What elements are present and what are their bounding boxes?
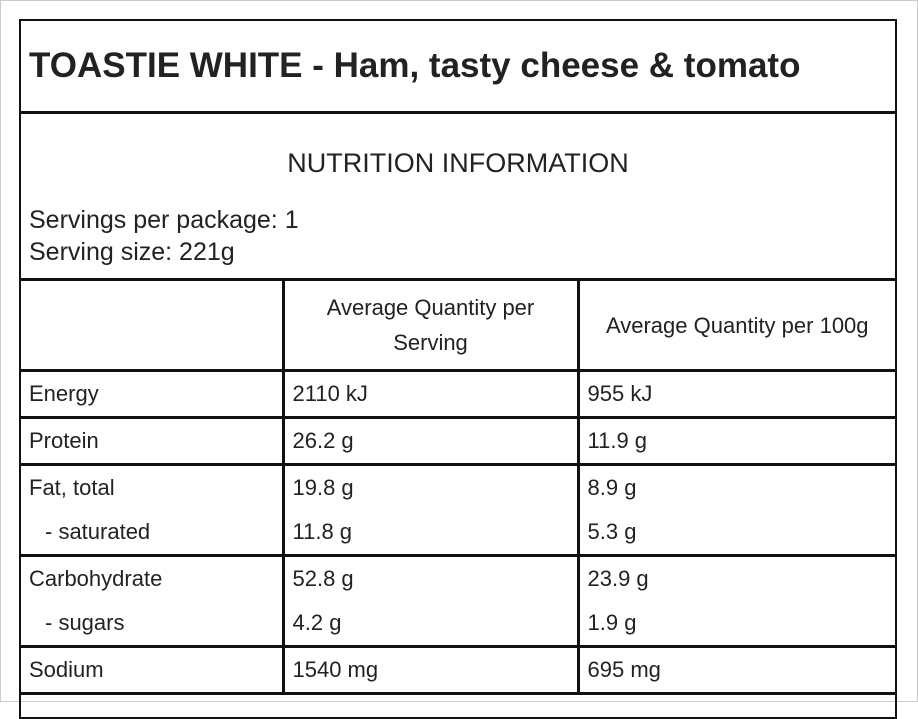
cell: 11.9 g [578,417,895,466]
cell: 955 kJ [578,370,895,419]
serving-size: Serving size: 221g [29,238,235,266]
nutrient-row: Protein 26.2 g 11.9 g [21,417,895,466]
nutrient-name: Energy [29,381,99,406]
cell: Carbohydrate - sugars [21,555,285,648]
cell: Energy [21,370,285,419]
header-cell: Average Quantity per 100g [578,281,895,372]
info-section: NUTRITION INFORMATION Servings per packa… [21,114,895,281]
nutrient-name: Sodium [29,657,104,682]
nutrient-name: Carbohydrate [29,566,163,591]
quantity: 8.9 g [587,475,637,500]
nutrition-panel: TOASTIE WHITE - Ham, tasty cheese & toma… [19,19,897,719]
quantity: 19.8 g [292,475,354,500]
cell: 52.8 g 4.2 g [283,555,580,648]
quantity: 26.2 g [292,428,354,453]
cell: Fat, total - saturated [21,464,285,557]
nutrient-name: Fat, total [29,475,115,500]
quantity: 52.8 g [292,566,354,591]
cell: Protein [21,417,285,466]
cell: 1540 mg [283,646,580,695]
header-row: Average Quantity per Serving Average Quan… [21,281,895,372]
heading: NUTRITION INFORMATION [287,148,629,178]
quantity: 23.9 g [587,566,649,591]
nutrient-row: Sodium 1540 mg 695 mg [21,646,895,695]
nutrient-row: Energy 2110 kJ 955 kJ [21,370,895,419]
nutrient-name: Protein [29,428,99,453]
quantity: 11.8 g [292,519,353,544]
cell: 19.8 g 11.8 g [283,464,580,557]
cell: 26.2 g [283,417,580,466]
quantity: 1540 mg [292,657,379,682]
nutrient-name: - sugars [45,610,125,635]
cell: 8.9 g 5.3 g [578,464,895,557]
quantity: 4.2 g [292,610,342,635]
quantity: 11.9 g [587,428,648,453]
quantity: 955 kJ [587,381,653,406]
header-cell: Average Quantity per Serving [283,281,580,372]
nutrient-name: - saturated [45,519,151,544]
quantity: 695 mg [587,657,661,682]
cell: 695 mg [578,646,895,695]
nutrient-row: Carbohydrate - sugars 52.8 g 4.2 g 23.9 g 1.9… [21,555,895,648]
cell: Sodium [21,646,285,695]
cell: 2110 kJ [283,370,580,419]
cell: 23.9 g 1.9 g [578,555,895,648]
header-cell [21,281,285,372]
quantity: 2110 kJ [292,381,368,406]
nutrient-row: Fat, total - saturated 19.8 g 11.8 g 8.9 g 5.… [21,464,895,557]
quantity: 1.9 g [587,610,637,635]
quantity: 5.3 g [587,519,637,544]
nutrition-table: Average Quantity per Serving Average Quan… [21,281,895,695]
servings-per-package: Servings per package: 1 [29,206,299,234]
product-title: TOASTIE WHITE - Ham, tasty cheese & toma… [21,21,895,114]
